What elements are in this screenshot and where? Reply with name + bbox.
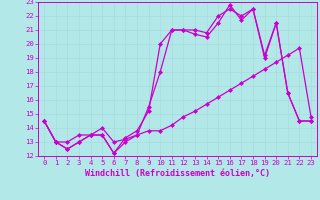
X-axis label: Windchill (Refroidissement éolien,°C): Windchill (Refroidissement éolien,°C) [85,169,270,178]
